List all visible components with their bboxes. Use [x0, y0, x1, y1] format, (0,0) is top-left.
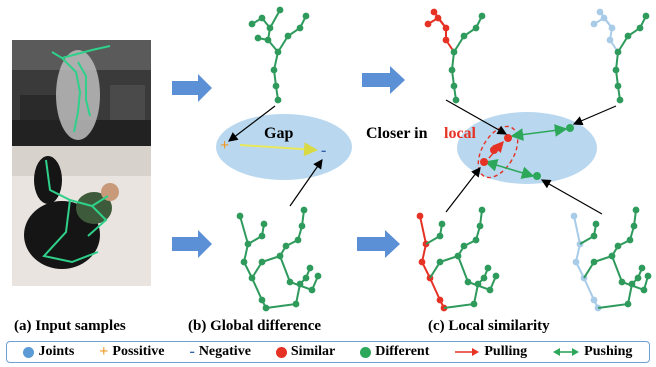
closer-in-label: Closer in — [366, 125, 428, 142]
similar-point-3 — [480, 158, 488, 166]
pulling-arrow-icon — [455, 348, 480, 356]
minus-icon: - — [189, 343, 195, 360]
local-label: local — [444, 125, 477, 142]
negative-marker: - — [321, 142, 326, 159]
flow-arrow-top-left — [172, 74, 212, 102]
input-sample-photo-1 — [12, 40, 151, 146]
legend-similar: Similar — [275, 344, 335, 360]
flow-arrow-top-right — [362, 66, 405, 94]
flow-arrow-bottom-left — [172, 230, 212, 258]
legend-positive: + Possitive — [99, 343, 165, 360]
skeleton-global-bottom — [236, 206, 322, 312]
different-dot-icon — [360, 346, 372, 358]
arrow-top-different — [572, 105, 617, 126]
arrow-to-negative — [289, 159, 323, 207]
gap-label: Gap — [264, 125, 293, 142]
similar-point-2 — [490, 146, 498, 154]
arrow-bottom-different — [540, 179, 603, 215]
local-similarity-ellipse — [457, 112, 597, 184]
arrow-top-similar — [445, 99, 508, 135]
legend-pushing: Pushing — [552, 344, 632, 360]
legend-different: Different — [360, 344, 429, 360]
arrow-to-positive — [228, 105, 276, 142]
caption-input-samples: (a) Input samples — [14, 318, 126, 334]
similar-dot-icon — [275, 346, 287, 358]
pushing-arrow-icon — [553, 348, 580, 356]
arrow-bottom-similar — [445, 167, 481, 213]
similar-point-1 — [504, 134, 512, 142]
skeleton-local-bottom-similar — [416, 206, 500, 312]
flow-arrow-bottom-right — [357, 230, 400, 258]
input-sample-photo-2 — [12, 146, 151, 286]
skeleton-local-top-similar — [424, 8, 486, 104]
skeleton-local-top-different — [590, 8, 650, 104]
gap-ellipse: + - Gap — [216, 114, 352, 180]
positive-marker: + — [220, 137, 229, 154]
joint-dot-icon — [23, 346, 35, 358]
legend-joints: Joints — [23, 344, 74, 360]
different-point-1 — [566, 124, 574, 132]
different-point-2 — [533, 172, 541, 180]
caption-global-difference: (b) Global difference — [188, 318, 321, 334]
caption-local-similarity: (c) Local similarity — [428, 318, 550, 334]
skeleton-local-bottom-different — [570, 206, 652, 312]
plus-icon: + — [99, 343, 109, 360]
legend: Joints + Possitive - Negative Similar Di… — [6, 341, 650, 363]
legend-negative: - Negative — [189, 343, 251, 360]
legend-pulling: Pulling — [454, 344, 527, 360]
skeleton-global-top — [248, 6, 310, 104]
